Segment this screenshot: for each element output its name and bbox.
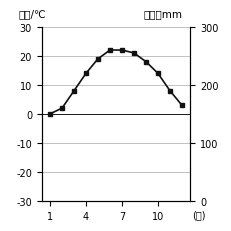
Bar xyxy=(46,201,54,231)
Bar xyxy=(165,201,173,231)
Text: (月): (月) xyxy=(191,210,205,220)
Bar xyxy=(94,201,101,231)
Text: 降水量mm: 降水量mm xyxy=(143,9,182,19)
Text: 气温/℃: 气温/℃ xyxy=(18,9,46,19)
Bar xyxy=(82,201,90,231)
Bar xyxy=(141,201,149,231)
Bar xyxy=(130,201,137,221)
Bar xyxy=(106,201,113,207)
Bar xyxy=(153,201,161,231)
Bar xyxy=(70,201,78,231)
Bar xyxy=(177,201,185,231)
Bar xyxy=(58,201,66,231)
